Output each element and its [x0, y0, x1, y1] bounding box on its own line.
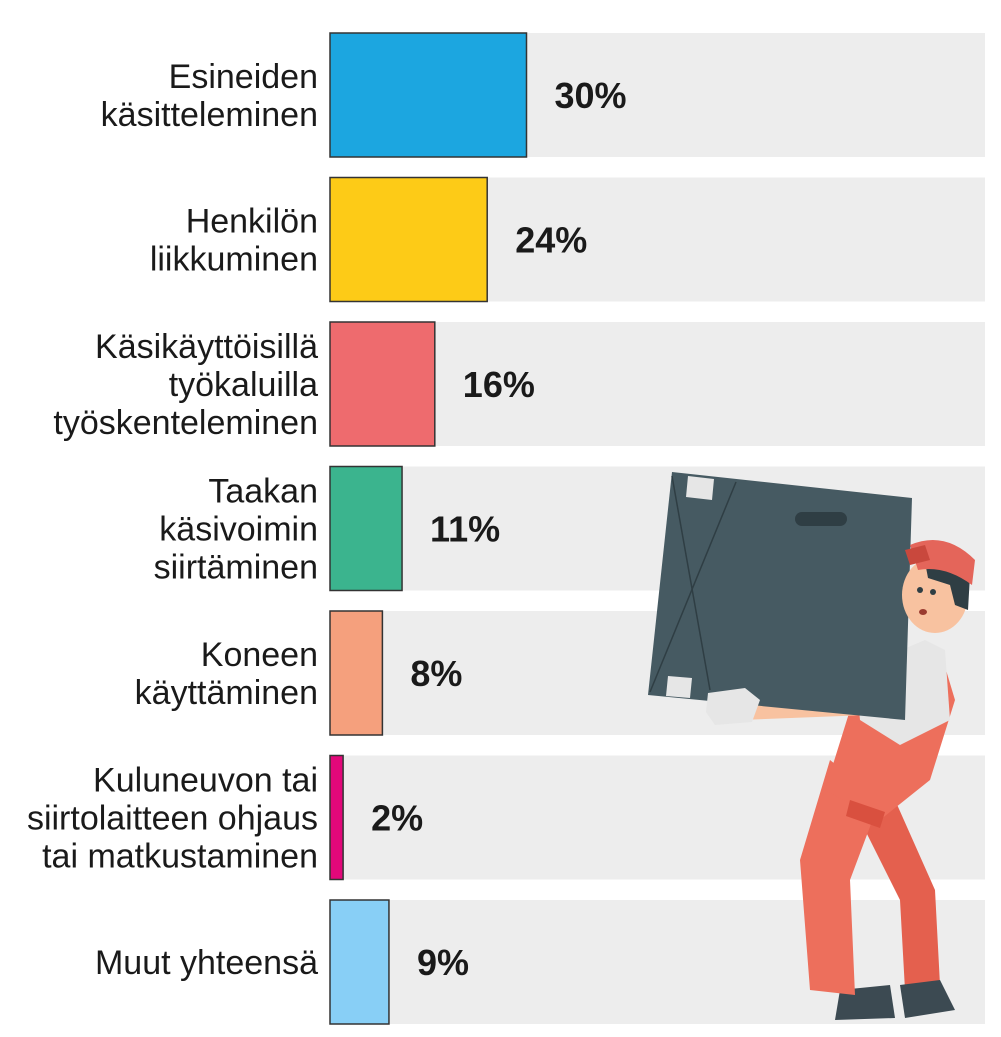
bar: [329, 176, 488, 303]
value-label: 30%: [555, 75, 627, 116]
worker-glove: [706, 688, 760, 725]
worker-cap-brim: [905, 545, 930, 565]
category-label-line: työkaluilla: [169, 366, 318, 404]
category-label: Käsikäyttöisillä työkaluilla työskentelemi…: [53, 328, 318, 442]
bars: [329, 32, 528, 1025]
box-tape-left: [686, 476, 714, 500]
bar: [329, 465, 403, 592]
value-label: 16%: [463, 364, 535, 405]
value-label: 8%: [410, 653, 462, 694]
worker-eye: [930, 589, 936, 595]
box-edge-line: [671, 475, 711, 691]
category-labels: Esineiden käsitteleminen Henkilön liikkumin…: [27, 58, 318, 982]
category-label: Muut yhteensä: [95, 944, 318, 982]
bar: [329, 32, 528, 158]
category-label-line: Esineiden: [169, 58, 318, 96]
box-tape-bottom: [666, 676, 692, 698]
category-label: Kuluneuvon tai siirtolaitteen ohjaus tai m…: [27, 762, 318, 876]
worker-mouth: [919, 609, 927, 615]
category-label-line: työskenteleminen: [53, 404, 318, 442]
category-label-line: siirtolaitteen ohjaus: [27, 800, 318, 838]
category-label: Taakan käsivoimin siirtäminen: [154, 473, 318, 587]
category-label-line: Käsikäyttöisillä: [95, 328, 318, 366]
category-label-line: käsivoimin: [159, 511, 318, 549]
category-label-line: liikkuminen: [150, 241, 318, 279]
category-label-line: tai matkustaminen: [42, 838, 318, 876]
category-label-line: Kuluneuvon tai: [93, 762, 318, 800]
worker-back-leg: [860, 800, 940, 990]
bar: [329, 321, 436, 447]
worker-illustration: [648, 472, 975, 1020]
value-label: 11%: [430, 509, 500, 550]
category-label-line: käsitteleminen: [101, 96, 318, 134]
category-label: Esineiden käsitteleminen: [101, 58, 318, 134]
bar: [329, 754, 344, 881]
box-handle: [795, 512, 847, 526]
category-label: Henkilön liikkuminen: [150, 203, 318, 279]
category-label-line: käyttäminen: [135, 674, 318, 712]
category-label-line: Taakan: [208, 473, 318, 511]
category-label-line: Koneen: [201, 636, 318, 674]
value-label: 24%: [515, 220, 587, 261]
bar-track: [330, 322, 985, 446]
value-labels: 30% 24% 16% 11% 8% 2% 9%: [371, 75, 626, 983]
category-label-line: siirtäminen: [154, 549, 318, 587]
bar: [329, 899, 390, 1025]
bar: [329, 610, 384, 736]
category-label-line: Muut yhteensä: [95, 944, 318, 982]
worker-overalls-pocket: [846, 800, 885, 828]
worker-eye: [917, 587, 923, 593]
box-edge-line: [649, 481, 737, 693]
category-label: Koneen käyttäminen: [135, 636, 318, 712]
category-label-line: Henkilön: [186, 203, 318, 241]
value-label: 2%: [371, 798, 423, 839]
worker-right-boot: [900, 980, 955, 1018]
value-label: 9%: [417, 942, 469, 983]
